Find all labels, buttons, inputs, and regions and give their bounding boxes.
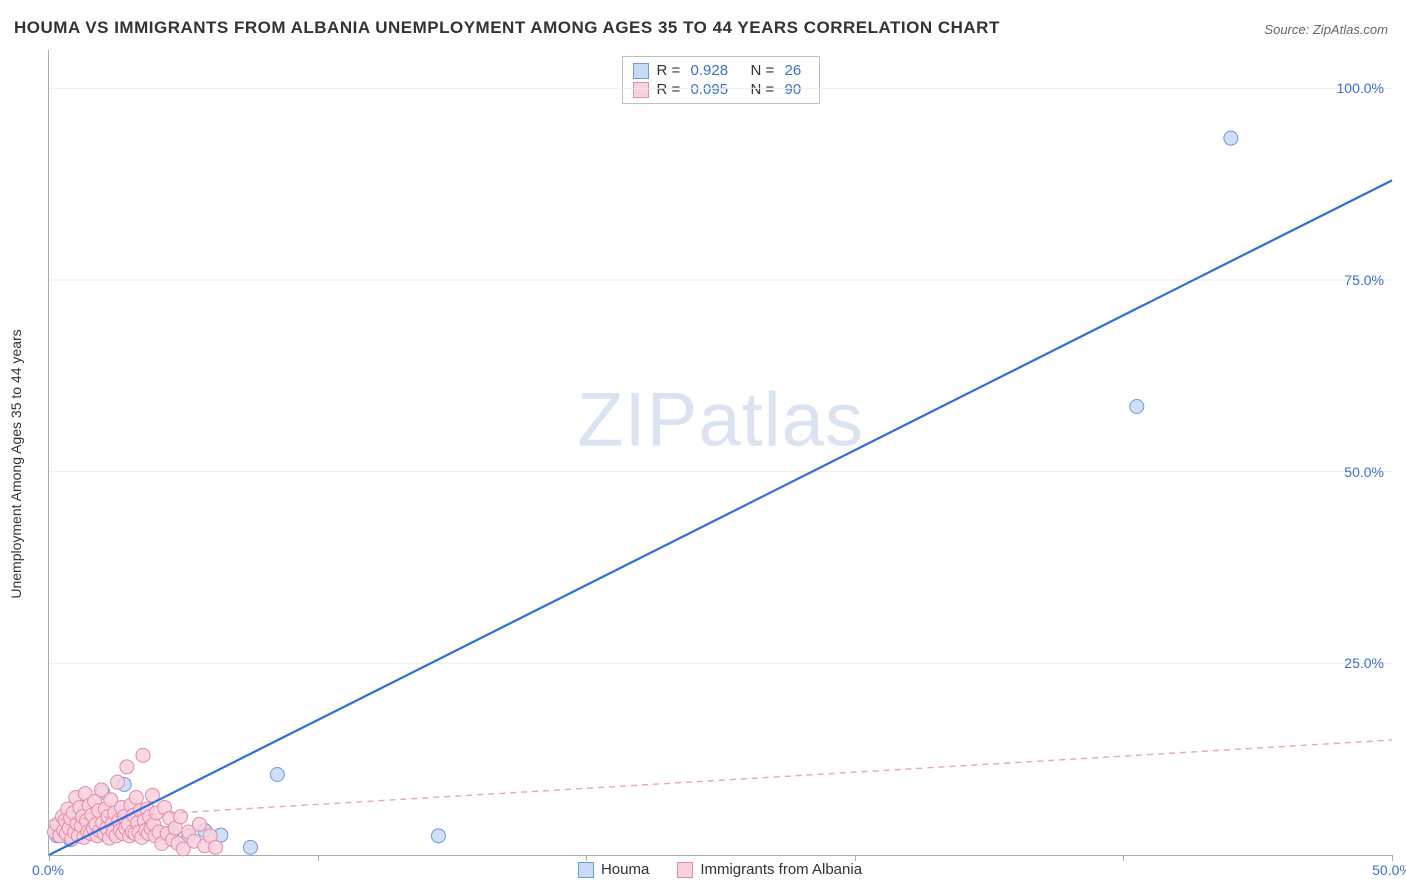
chart-svg-layer — [49, 50, 1392, 855]
legend-swatch-series2 — [677, 862, 693, 878]
source-value: ZipAtlas.com — [1313, 22, 1388, 37]
source-label: Source: — [1264, 22, 1309, 37]
y-tick-label: 50.0% — [1344, 464, 1384, 480]
legend-swatch-series1 — [578, 862, 594, 878]
y-tick-label: 100.0% — [1337, 80, 1384, 96]
x-tick-label-min: 0.0% — [32, 862, 64, 878]
legend-label-series1: Houma — [601, 861, 649, 878]
x-tick-label-max: 50.0% — [1372, 862, 1406, 878]
x-tick — [1392, 855, 1393, 861]
x-tick — [1123, 855, 1124, 861]
chart-title: HOUMA VS IMMIGRANTS FROM ALBANIA UNEMPLO… — [14, 18, 1000, 38]
plot-container: Unemployment Among Ages 35 to 44 years Z… — [48, 50, 1392, 878]
y-tick-label: 75.0% — [1344, 272, 1384, 288]
y-axis-label: Unemployment Among Ages 35 to 44 years — [8, 329, 24, 598]
y-tick-label: 25.0% — [1344, 655, 1384, 671]
x-tick — [49, 855, 50, 861]
x-tick — [318, 855, 319, 861]
plot-area: ZIPatlas R = 0.928 N = 26 R = 0.095 N = … — [48, 50, 1392, 856]
legend: Houma Immigrants from Albania — [578, 861, 862, 878]
legend-item-series2: Immigrants from Albania — [677, 861, 862, 878]
source-attribution: Source: ZipAtlas.com — [1264, 22, 1388, 37]
legend-item-series1: Houma — [578, 861, 649, 878]
legend-label-series2: Immigrants from Albania — [700, 861, 862, 878]
